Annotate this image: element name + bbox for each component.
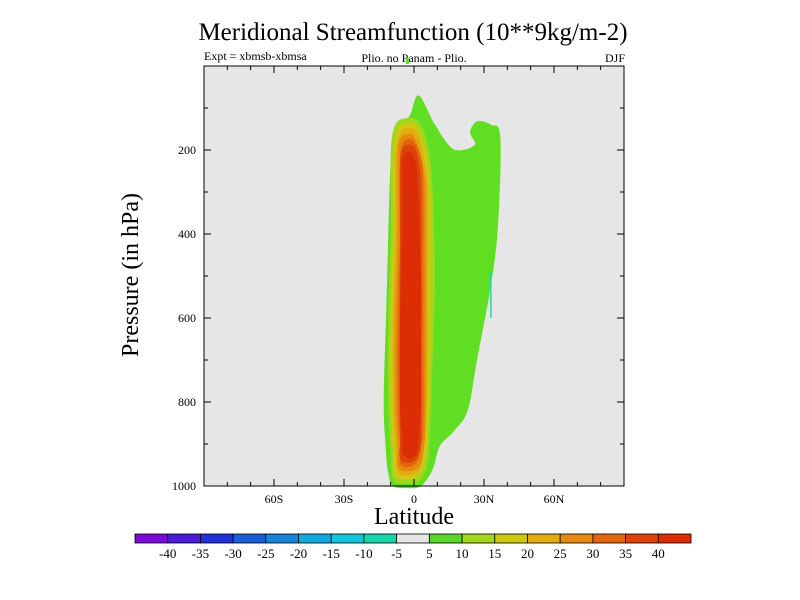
chart-subtitle-center: Plio. no Panam - Plio. bbox=[361, 51, 466, 65]
colorbar-swatch bbox=[461, 533, 496, 544]
colorbar-swatch bbox=[396, 533, 430, 544]
colorbar-label: -5 bbox=[391, 546, 402, 561]
plot-frame bbox=[203, 65, 625, 487]
colorbar-swatch bbox=[265, 533, 299, 544]
x-tick-label: 30S bbox=[335, 492, 354, 506]
colorbar-label: -10 bbox=[355, 546, 372, 561]
y-axis-label: Pressure (in hPa) bbox=[118, 193, 144, 357]
x-tick-label: 30N bbox=[474, 492, 495, 506]
y-tick-label: 1000 bbox=[172, 479, 196, 493]
colorbar-swatch bbox=[428, 533, 463, 544]
colorbar-swatch bbox=[625, 533, 659, 544]
y-tick-label: 800 bbox=[178, 395, 196, 409]
colorbar-swatch bbox=[592, 533, 626, 544]
contour-band bbox=[490, 271, 492, 318]
colorbar-label: 25 bbox=[554, 546, 567, 561]
colorbar-label: -15 bbox=[323, 546, 340, 561]
colorbar-swatch bbox=[657, 533, 692, 544]
colorbar-label: -35 bbox=[192, 546, 209, 561]
chart-subtitle-left: Expt = xbmsb-xbmsa bbox=[204, 49, 307, 63]
x-axis-label: Latitude bbox=[374, 504, 454, 530]
y-tick-label: 600 bbox=[178, 311, 196, 325]
chart-subtitle-right: DJF bbox=[605, 51, 625, 65]
colorbar-swatch bbox=[232, 533, 267, 544]
colorbar-label: 20 bbox=[521, 546, 534, 561]
colorbar-swatch bbox=[559, 533, 594, 544]
colorbar-swatch bbox=[200, 533, 234, 544]
colorbar-label: -40 bbox=[159, 546, 176, 561]
colorbar-label: -25 bbox=[257, 546, 274, 561]
axes: 60S 30S 0 30N 60N 200 400 600 800 1000 bbox=[172, 66, 625, 506]
colorbar-label: 10 bbox=[456, 546, 469, 561]
colorbar-label: 35 bbox=[619, 546, 632, 561]
y-tick-label: 200 bbox=[178, 143, 196, 157]
colorbar-swatch bbox=[134, 533, 169, 544]
colorbar-label: -20 bbox=[290, 546, 307, 561]
colorbar-swatch bbox=[363, 533, 398, 544]
contour-layer bbox=[383, 57, 501, 489]
x-tick-label: 0 bbox=[411, 492, 417, 506]
x-tick-label: 60N bbox=[544, 492, 565, 506]
colorbar-swatch bbox=[298, 533, 332, 544]
colorbar-label: 5 bbox=[426, 546, 433, 561]
x-tick-label: 60S bbox=[265, 492, 284, 506]
colorbar-swatch bbox=[494, 533, 528, 544]
contour-band bbox=[399, 151, 422, 459]
colorbar-label: 40 bbox=[652, 546, 665, 561]
contour-band bbox=[405, 57, 409, 64]
colorbar-label: 15 bbox=[488, 546, 501, 561]
colorbar: -40 -35 -30 -25 -20 -15 -10 -5 5 10 15 20 25 30 35 40 bbox=[134, 533, 692, 561]
chart-title: Meridional Streamfunction (10**9kg/m-2) bbox=[198, 19, 627, 46]
colorbar-swatch bbox=[167, 533, 201, 544]
colorbar-swatch bbox=[527, 533, 561, 544]
colorbar-swatch bbox=[330, 533, 365, 544]
colorbar-label: -30 bbox=[224, 546, 241, 561]
colorbar-label: 30 bbox=[586, 546, 599, 561]
y-tick-label: 400 bbox=[178, 227, 196, 241]
